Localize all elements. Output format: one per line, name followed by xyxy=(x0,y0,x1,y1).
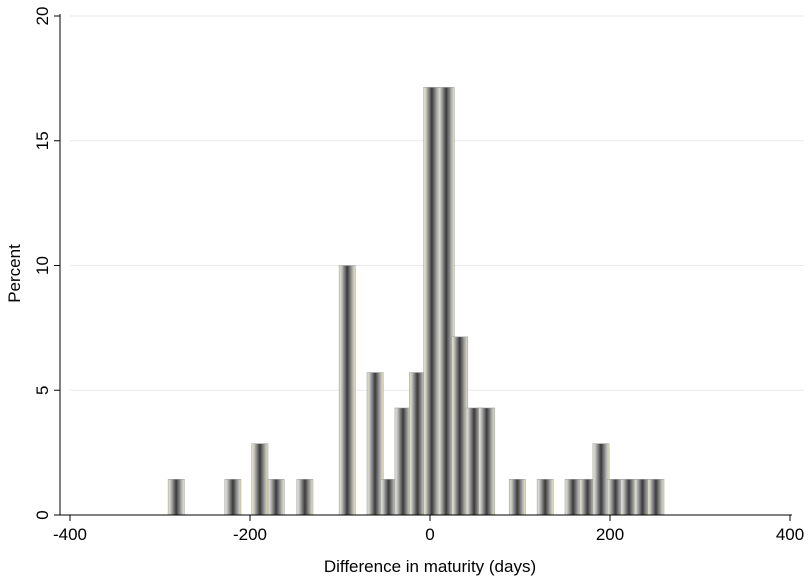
x-axis-title: Difference in maturity (days) xyxy=(324,557,536,576)
histogram-bar xyxy=(536,479,554,516)
x-tick-label: -200 xyxy=(233,525,267,544)
y-tick-label: 5 xyxy=(33,386,52,395)
histogram-bar xyxy=(224,479,242,516)
y-tick-label: 20 xyxy=(33,7,52,26)
axes: 0 5 10 15 20 -400 -200 0 200 400 xyxy=(33,7,804,544)
x-tick-label: -400 xyxy=(53,525,87,544)
x-tick-label: 400 xyxy=(776,525,804,544)
histogram-bar xyxy=(647,479,665,516)
y-tick-label: 15 xyxy=(33,131,52,150)
y-axis-title: Percent xyxy=(5,244,24,303)
histogram-bar xyxy=(251,443,269,516)
histogram-bar xyxy=(564,479,582,516)
histogram-bar xyxy=(394,407,412,516)
histogram-bar xyxy=(451,336,469,516)
histogram-bar xyxy=(267,479,285,516)
histogram-bar xyxy=(380,479,397,516)
bars xyxy=(167,87,665,516)
x-tick-label: 0 xyxy=(425,525,434,544)
x-tick-label: 200 xyxy=(596,525,624,544)
histogram-bar xyxy=(508,479,526,516)
histogram-bar xyxy=(592,443,610,516)
histogram-bar xyxy=(296,479,314,516)
histogram-bar xyxy=(167,479,185,516)
y-tick-label: 10 xyxy=(33,256,52,275)
histogram-bar xyxy=(338,265,356,516)
y-tick-label: 0 xyxy=(33,510,52,519)
histogram-bar xyxy=(478,407,496,516)
histogram-bar xyxy=(423,87,441,516)
histogram-bar xyxy=(409,372,426,516)
